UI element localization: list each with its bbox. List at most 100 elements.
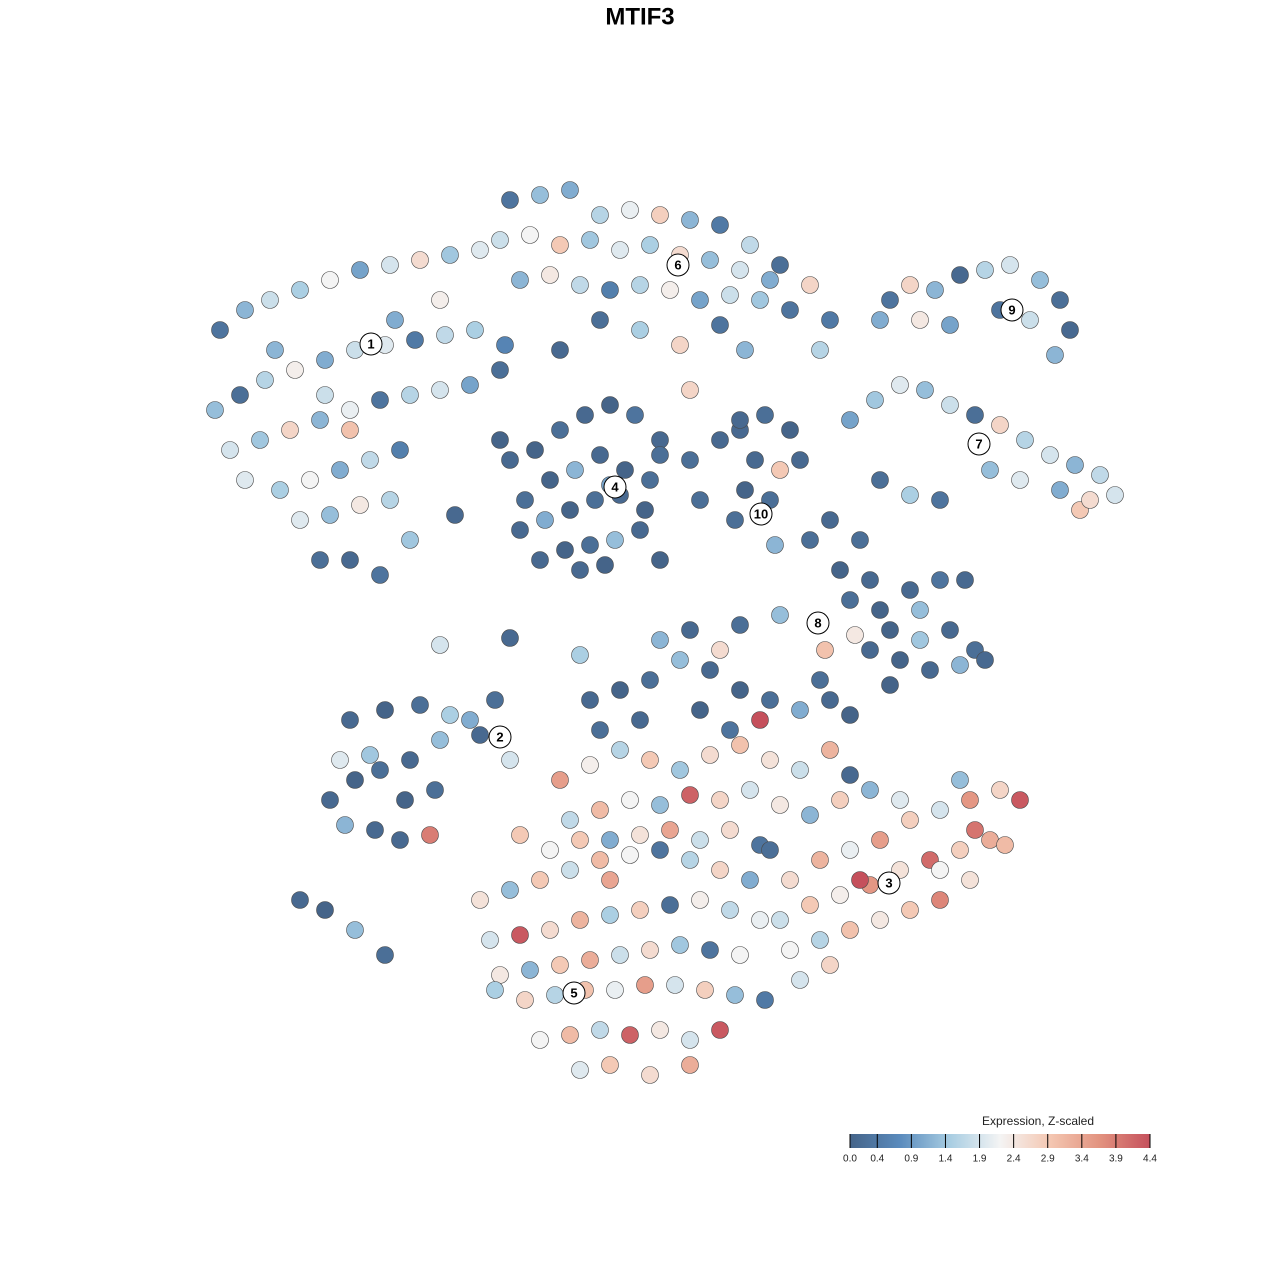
- cell-point: [771, 256, 789, 274]
- cell-point: [741, 871, 759, 889]
- cell-point: [316, 386, 334, 404]
- cell-point: [521, 961, 539, 979]
- cell-point: [486, 691, 504, 709]
- cell-point: [841, 411, 859, 429]
- cell-point: [626, 406, 644, 424]
- cell-point: [661, 281, 679, 299]
- cell-point: [651, 796, 669, 814]
- cell-point: [781, 301, 799, 319]
- cell-point: [781, 421, 799, 439]
- cell-point: [681, 381, 699, 399]
- cell-point: [591, 446, 609, 464]
- cell-point: [596, 556, 614, 574]
- cell-point: [346, 921, 364, 939]
- cell-point: [616, 461, 634, 479]
- cell-point: [551, 956, 569, 974]
- cell-point: [581, 756, 599, 774]
- cell-point: [571, 1061, 589, 1079]
- cell-point: [491, 361, 509, 379]
- cluster-label: 8: [814, 615, 821, 630]
- cell-point: [501, 751, 519, 769]
- cell-point: [976, 651, 994, 669]
- cluster-label: 4: [611, 479, 619, 494]
- cell-point: [311, 411, 329, 429]
- cell-point: [431, 381, 449, 399]
- cell-point: [901, 276, 919, 294]
- cell-point: [661, 896, 679, 914]
- cell-point: [631, 276, 649, 294]
- cell-point: [631, 711, 649, 729]
- cell-point: [341, 711, 359, 729]
- cell-point: [586, 491, 604, 509]
- cell-point: [901, 581, 919, 599]
- cell-point: [256, 371, 274, 389]
- cell-point: [461, 376, 479, 394]
- cell-point: [341, 401, 359, 419]
- cell-point: [301, 471, 319, 489]
- cell-point: [711, 431, 729, 449]
- cell-point: [696, 981, 714, 999]
- cell-point: [561, 861, 579, 879]
- cell-point: [841, 706, 859, 724]
- cell-point: [491, 966, 509, 984]
- cell-point: [621, 791, 639, 809]
- cell-point: [951, 841, 969, 859]
- cell-point: [501, 629, 519, 647]
- cell-point: [606, 981, 624, 999]
- cell-point: [551, 421, 569, 439]
- cell-point: [726, 511, 744, 529]
- cell-point: [601, 871, 619, 889]
- cell-point: [821, 691, 839, 709]
- cell-point: [651, 431, 669, 449]
- cell-point: [411, 696, 429, 714]
- cell-point: [791, 761, 809, 779]
- cell-point: [601, 1056, 619, 1074]
- cell-point: [691, 701, 709, 719]
- cell-point: [926, 281, 944, 299]
- cell-point: [956, 571, 974, 589]
- cell-point: [671, 336, 689, 354]
- cell-point: [811, 671, 829, 689]
- cell-point: [821, 956, 839, 974]
- cell-point: [831, 561, 849, 579]
- colorbar-tick-label: 1.4: [939, 1154, 953, 1165]
- cell-point: [951, 656, 969, 674]
- cell-point: [526, 441, 544, 459]
- cell-point: [571, 276, 589, 294]
- cell-point: [591, 851, 609, 869]
- cell-point: [871, 911, 889, 929]
- cell-point: [1066, 456, 1084, 474]
- cluster-label: 6: [674, 257, 681, 272]
- cell-point: [761, 841, 779, 859]
- cell-point: [761, 271, 779, 289]
- cell-point: [511, 826, 529, 844]
- cell-point: [781, 941, 799, 959]
- cell-point: [981, 461, 999, 479]
- cell-point: [976, 261, 994, 279]
- cell-point: [861, 781, 879, 799]
- cell-point: [541, 921, 559, 939]
- cell-point: [841, 921, 859, 939]
- cell-point: [541, 266, 559, 284]
- cell-point: [821, 741, 839, 759]
- colorbar-gradient: [850, 1134, 1150, 1148]
- cell-point: [361, 746, 379, 764]
- cell-point: [731, 261, 749, 279]
- cell-point: [581, 951, 599, 969]
- cell-point: [741, 236, 759, 254]
- cell-point: [996, 836, 1014, 854]
- cell-point: [376, 946, 394, 964]
- cell-point: [871, 311, 889, 329]
- cell-point: [561, 811, 579, 829]
- cluster-badge: [666, 253, 690, 277]
- cell-point: [571, 561, 589, 579]
- cell-point: [651, 631, 669, 649]
- cell-point: [576, 406, 594, 424]
- cell-point: [371, 761, 389, 779]
- cell-point: [911, 601, 929, 619]
- cell-point: [891, 791, 909, 809]
- cell-point: [401, 751, 419, 769]
- cell-point: [791, 451, 809, 469]
- cell-point: [521, 226, 539, 244]
- cell-point: [831, 791, 849, 809]
